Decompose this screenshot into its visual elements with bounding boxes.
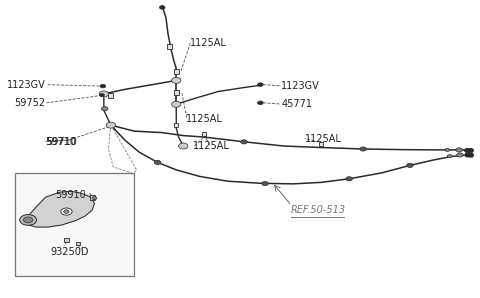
Text: 1123GV: 1123GV [7,80,46,90]
Circle shape [106,122,116,128]
Circle shape [171,101,181,107]
Circle shape [262,181,268,186]
Bar [174,90,179,95]
Circle shape [100,84,106,88]
Circle shape [171,77,181,83]
Circle shape [64,210,69,213]
Text: 93250D: 93250D [50,247,89,257]
Circle shape [20,215,36,225]
Circle shape [99,91,108,97]
Circle shape [346,177,352,181]
Text: 1123GV: 1123GV [281,81,320,91]
Circle shape [360,147,366,151]
Bar [15,173,134,276]
Circle shape [258,83,263,86]
Text: 1125AL: 1125AL [190,38,227,48]
Text: 59752: 59752 [14,98,46,108]
Bar [174,123,179,128]
Circle shape [100,94,104,97]
Circle shape [407,163,413,167]
Circle shape [61,208,72,215]
Bar [174,69,179,74]
Bar [76,242,80,245]
Circle shape [456,148,462,152]
Circle shape [24,217,33,223]
Circle shape [154,160,161,164]
Circle shape [179,143,188,149]
Bar [64,238,69,242]
Bar [90,195,95,200]
Text: 59710: 59710 [47,136,77,147]
Text: 59710: 59710 [46,136,76,147]
Circle shape [447,155,452,158]
Text: 1125AL: 1125AL [192,141,229,151]
Bar [108,93,113,97]
Text: 59910: 59910 [55,190,85,200]
Text: 1125AL: 1125AL [186,114,223,124]
Text: REF.50-513: REF.50-513 [291,205,346,215]
Circle shape [159,6,165,9]
Circle shape [456,153,463,157]
Polygon shape [22,191,95,227]
Circle shape [445,148,450,151]
Bar [202,132,206,136]
Bar [167,44,171,49]
Text: 1125AL: 1125AL [305,134,342,144]
Circle shape [92,197,97,200]
Bar [319,142,323,146]
Circle shape [241,140,247,144]
Circle shape [258,101,263,105]
Circle shape [101,107,108,111]
Text: 45771: 45771 [281,99,312,109]
